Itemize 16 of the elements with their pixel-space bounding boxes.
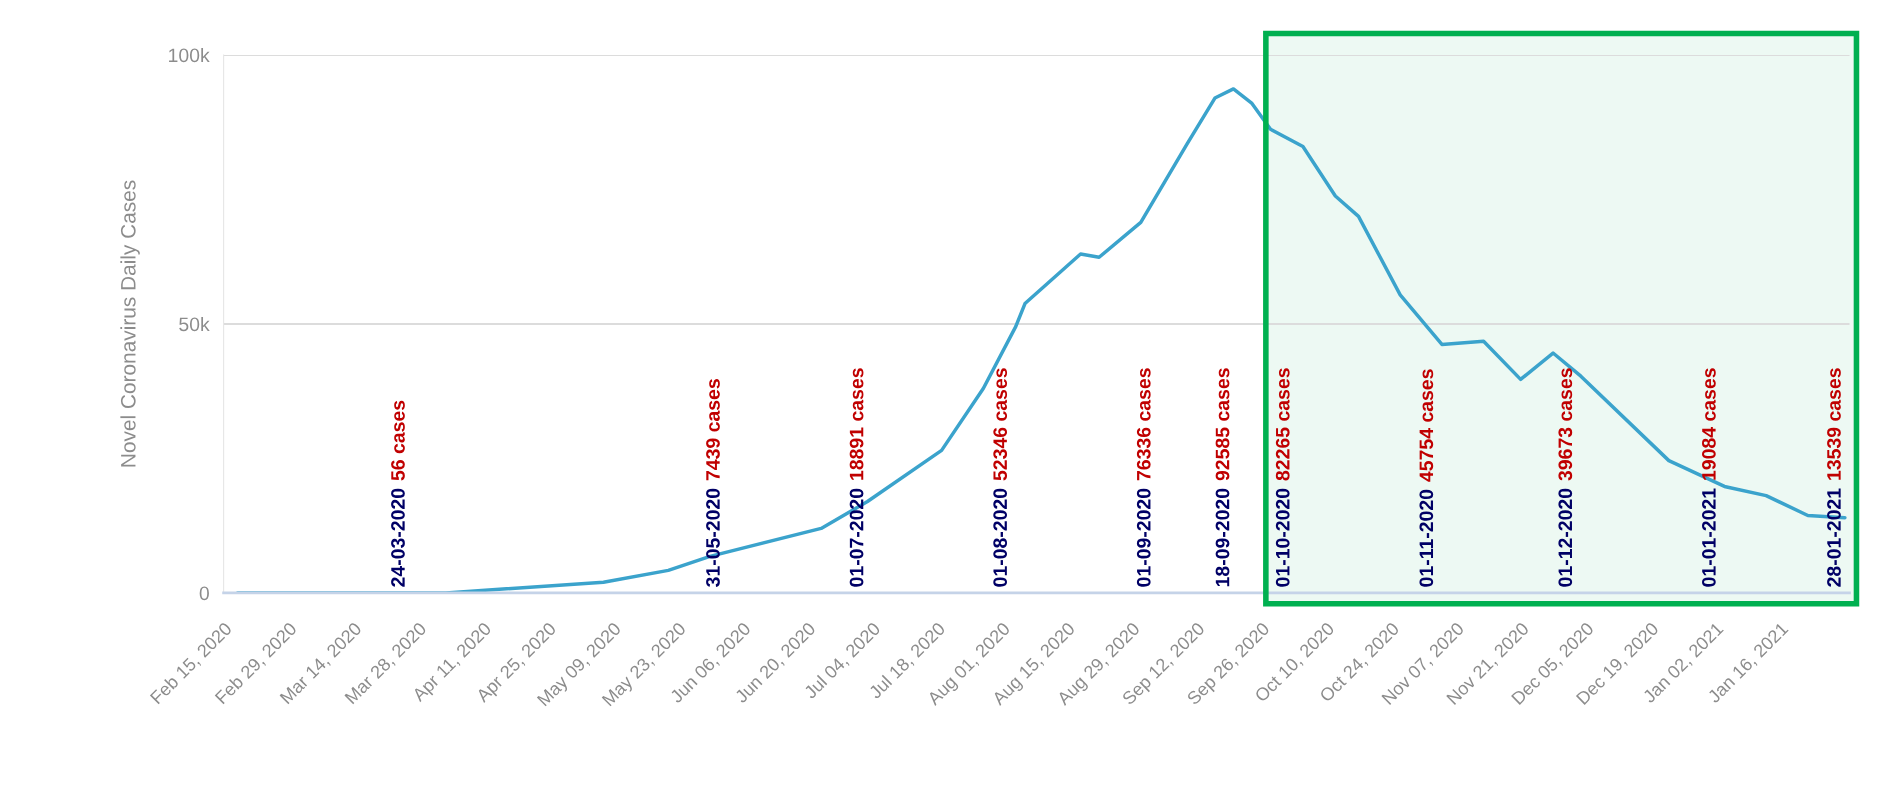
annotation: 28-01-2021 13539 cases [1827,368,1841,587]
annotation: 01-10-2020 82265 cases [1275,368,1290,587]
y-tick-label: 100k [169,47,210,63]
line-series [235,87,1847,593]
y-tick-label: 0 [199,586,209,601]
annotation: 01-11-2020 45754 cases [1419,369,1434,587]
annotation: 31-05-2020 7439 cases [706,379,720,587]
y-tick-label: 50k [179,316,210,332]
annotation: 01-12-2020 39673 cases [1558,368,1573,587]
annotation: 01-01-2021 19084 cases [1702,368,1716,587]
annotation: 01-09-2020 76336 cases [1136,368,1151,587]
y-axis-title: Novel Coronavirus Daily Cases [120,180,140,467]
annotation: 01-08-2020 52346 cases [993,368,1008,587]
annotation: 01-07-2020 18891 cases [849,368,864,587]
annotation: 18-09-2020 92585 cases [1215,368,1230,587]
annotation: 24-03-2020 56 cases [391,400,405,587]
